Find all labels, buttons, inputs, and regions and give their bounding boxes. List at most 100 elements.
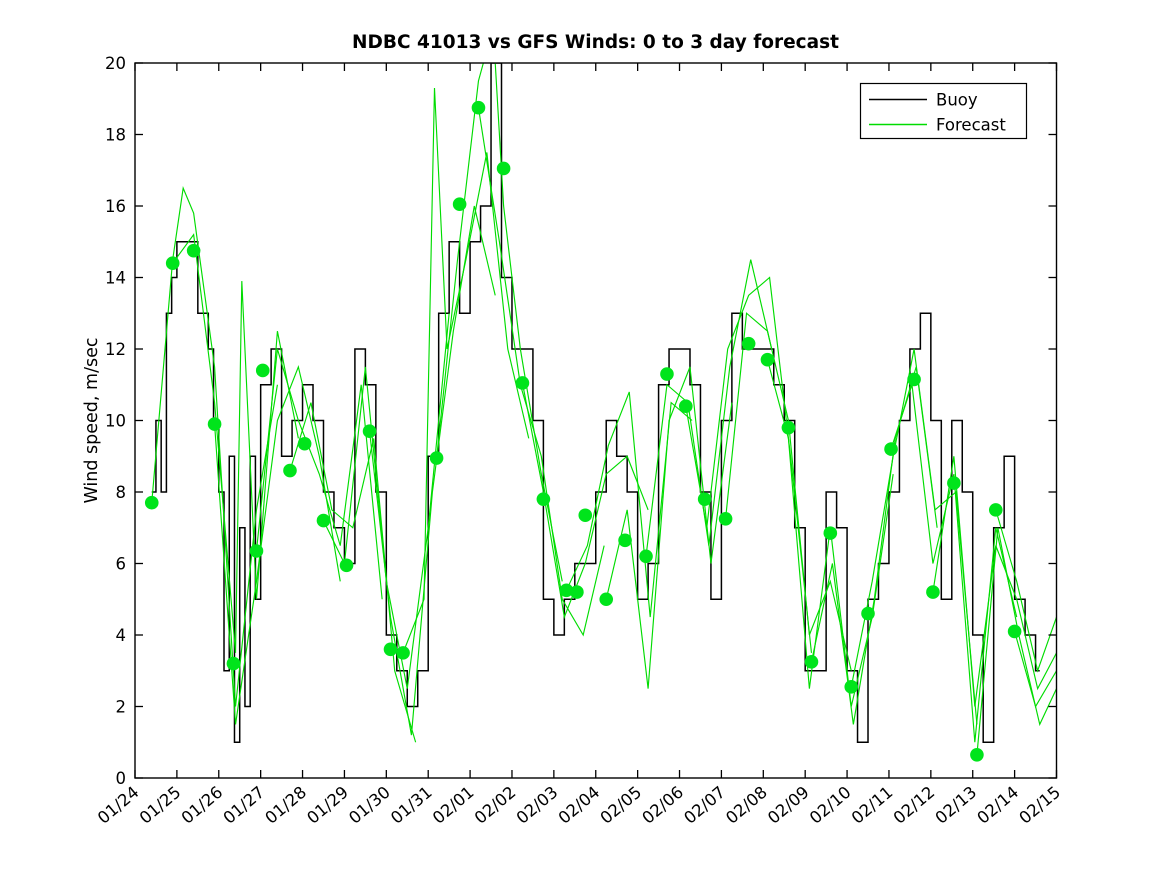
x-tick-label: 01/28: [261, 783, 310, 828]
forecast-run-line: [995, 509, 1057, 673]
forecast-run-line: [368, 205, 496, 736]
plot-area: [135, 63, 1057, 778]
forecast-analysis-marker: [884, 442, 898, 456]
forecast-analysis-marker: [186, 243, 201, 258]
forecast-run-line: [402, 87, 530, 654]
buoy-line: [151, 63, 1040, 743]
x-tick-label: 01/27: [220, 783, 269, 828]
y-tick-label: 12: [105, 340, 126, 359]
x-tick-label: 02/03: [513, 783, 562, 828]
x-tick-label: 02/02: [471, 783, 520, 828]
forecast-run-line: [521, 382, 649, 620]
axes-frame: [134, 62, 1058, 779]
x-tick-label: 01/26: [178, 783, 227, 828]
forecast-analysis-marker: [947, 476, 961, 490]
forecast-analysis-marker: [926, 585, 940, 599]
forecast-run-line: [255, 348, 383, 600]
chart-title: NDBC 41013 vs GFS Winds: 0 to 3 day fore…: [352, 32, 839, 53]
forecast-analysis-marker: [697, 492, 712, 506]
y-tick-label: 6: [116, 555, 127, 574]
forecast-analysis-marker: [578, 508, 593, 523]
forecast-run-line: [850, 348, 978, 725]
y-tick-label: 16: [105, 197, 126, 216]
forecast-analysis-marker: [249, 544, 264, 558]
forecast-analysis-marker: [144, 495, 159, 510]
forecast-analysis-marker: [316, 513, 331, 528]
forecast-run-line: [605, 366, 733, 689]
forecast-analysis-marker: [383, 642, 398, 657]
y-tick-label: 20: [105, 54, 126, 73]
forecast-analysis-marker: [496, 161, 511, 176]
forecast-analysis-marker: [861, 606, 875, 621]
forecast-analysis-marker: [718, 512, 733, 526]
forecast-run-line: [685, 276, 813, 653]
forecast-analysis-marker: [226, 656, 241, 671]
forecast-analysis-marker: [207, 417, 222, 431]
forecast-analysis-marker: [970, 747, 984, 762]
x-tick-label: 02/10: [806, 783, 855, 828]
x-tick-label: 02/01: [429, 783, 478, 828]
x-tick-label: 02/06: [638, 783, 687, 828]
forecast-analysis-marker: [907, 372, 921, 387]
legend-box: [859, 82, 1028, 140]
y-tick-label: 18: [105, 126, 126, 145]
x-tick-label: 02/08: [722, 783, 771, 828]
x-tick-label: 02/07: [680, 783, 729, 828]
forecast-analysis-marker: [988, 503, 1003, 517]
x-tick-labels: 01/2401/2501/2601/2701/2801/2901/3001/31…: [94, 783, 1064, 828]
y-tick-label: 4: [116, 626, 127, 645]
forecast-analysis-marker: [515, 376, 530, 390]
forecast-analysis-marker: [429, 451, 444, 465]
y-axis-label: Wind speed, m/sec: [82, 338, 102, 504]
forecast-analysis-marker: [452, 197, 467, 212]
forecast-analysis-marker: [844, 680, 859, 694]
forecast-analysis-marker: [760, 352, 775, 367]
x-tick-label: 01/29: [303, 783, 352, 828]
forecast-analysis-marker: [297, 436, 312, 451]
y-tick-label: 8: [116, 483, 127, 502]
forecast-analysis-marker: [804, 655, 819, 669]
y-tick-label: 10: [105, 412, 126, 431]
x-tick-label: 02/12: [890, 783, 939, 828]
forecast-analysis-marker: [559, 583, 574, 598]
forecast-analysis-marker: [165, 256, 180, 271]
forecast-analysis-marker: [781, 420, 796, 435]
forecast-run-line: [645, 259, 773, 557]
forecast-analysis-marker: [396, 646, 410, 660]
forecast-run-line: [477, 107, 605, 637]
forecast-analysis-marker: [599, 592, 614, 607]
forecast-analysis-marker: [1007, 624, 1022, 639]
series-layer: [144, 63, 1057, 762]
forecast-run-line: [436, 63, 563, 582]
y-tick-label: 2: [116, 698, 127, 717]
forecast-analysis-marker: [570, 585, 584, 599]
forecast-analysis-marker: [255, 363, 270, 378]
x-tick-label: 01/31: [387, 783, 436, 828]
forecast-run-line: [565, 391, 693, 618]
x-tick-label: 02/13: [932, 783, 981, 828]
x-tick-label: 01/24: [94, 783, 143, 828]
forecast-run-line: [1014, 631, 1057, 708]
forecast-analysis-marker: [362, 424, 377, 439]
forecast-analysis-marker: [339, 558, 354, 573]
forecast-analysis-marker: [639, 549, 653, 564]
x-tick-label: 02/14: [974, 783, 1023, 828]
forecast-analysis-marker: [660, 367, 674, 381]
forecast-analysis-marker: [679, 399, 693, 414]
forecast-run-line: [289, 402, 417, 743]
forecast-run-line: [725, 312, 852, 671]
x-tick-label: 02/15: [1015, 783, 1064, 828]
y-tick-labels: 0 2 4 6 8 10 12 14 16 18 20: [105, 54, 126, 788]
x-tick-label: 02/05: [597, 783, 646, 828]
x-tick-label: 02/09: [764, 783, 813, 828]
x-tick-label: 02/04: [555, 783, 604, 828]
x-tick-label: 01/25: [136, 783, 185, 828]
forecast-run-line: [172, 233, 299, 653]
legend-forecast-label: Forecast: [936, 116, 1006, 135]
forecast-analysis-marker: [823, 526, 838, 540]
forecast-analysis-marker: [536, 492, 551, 506]
y-tick-label: 0: [116, 769, 127, 788]
forecast-analysis-marker: [741, 336, 756, 351]
